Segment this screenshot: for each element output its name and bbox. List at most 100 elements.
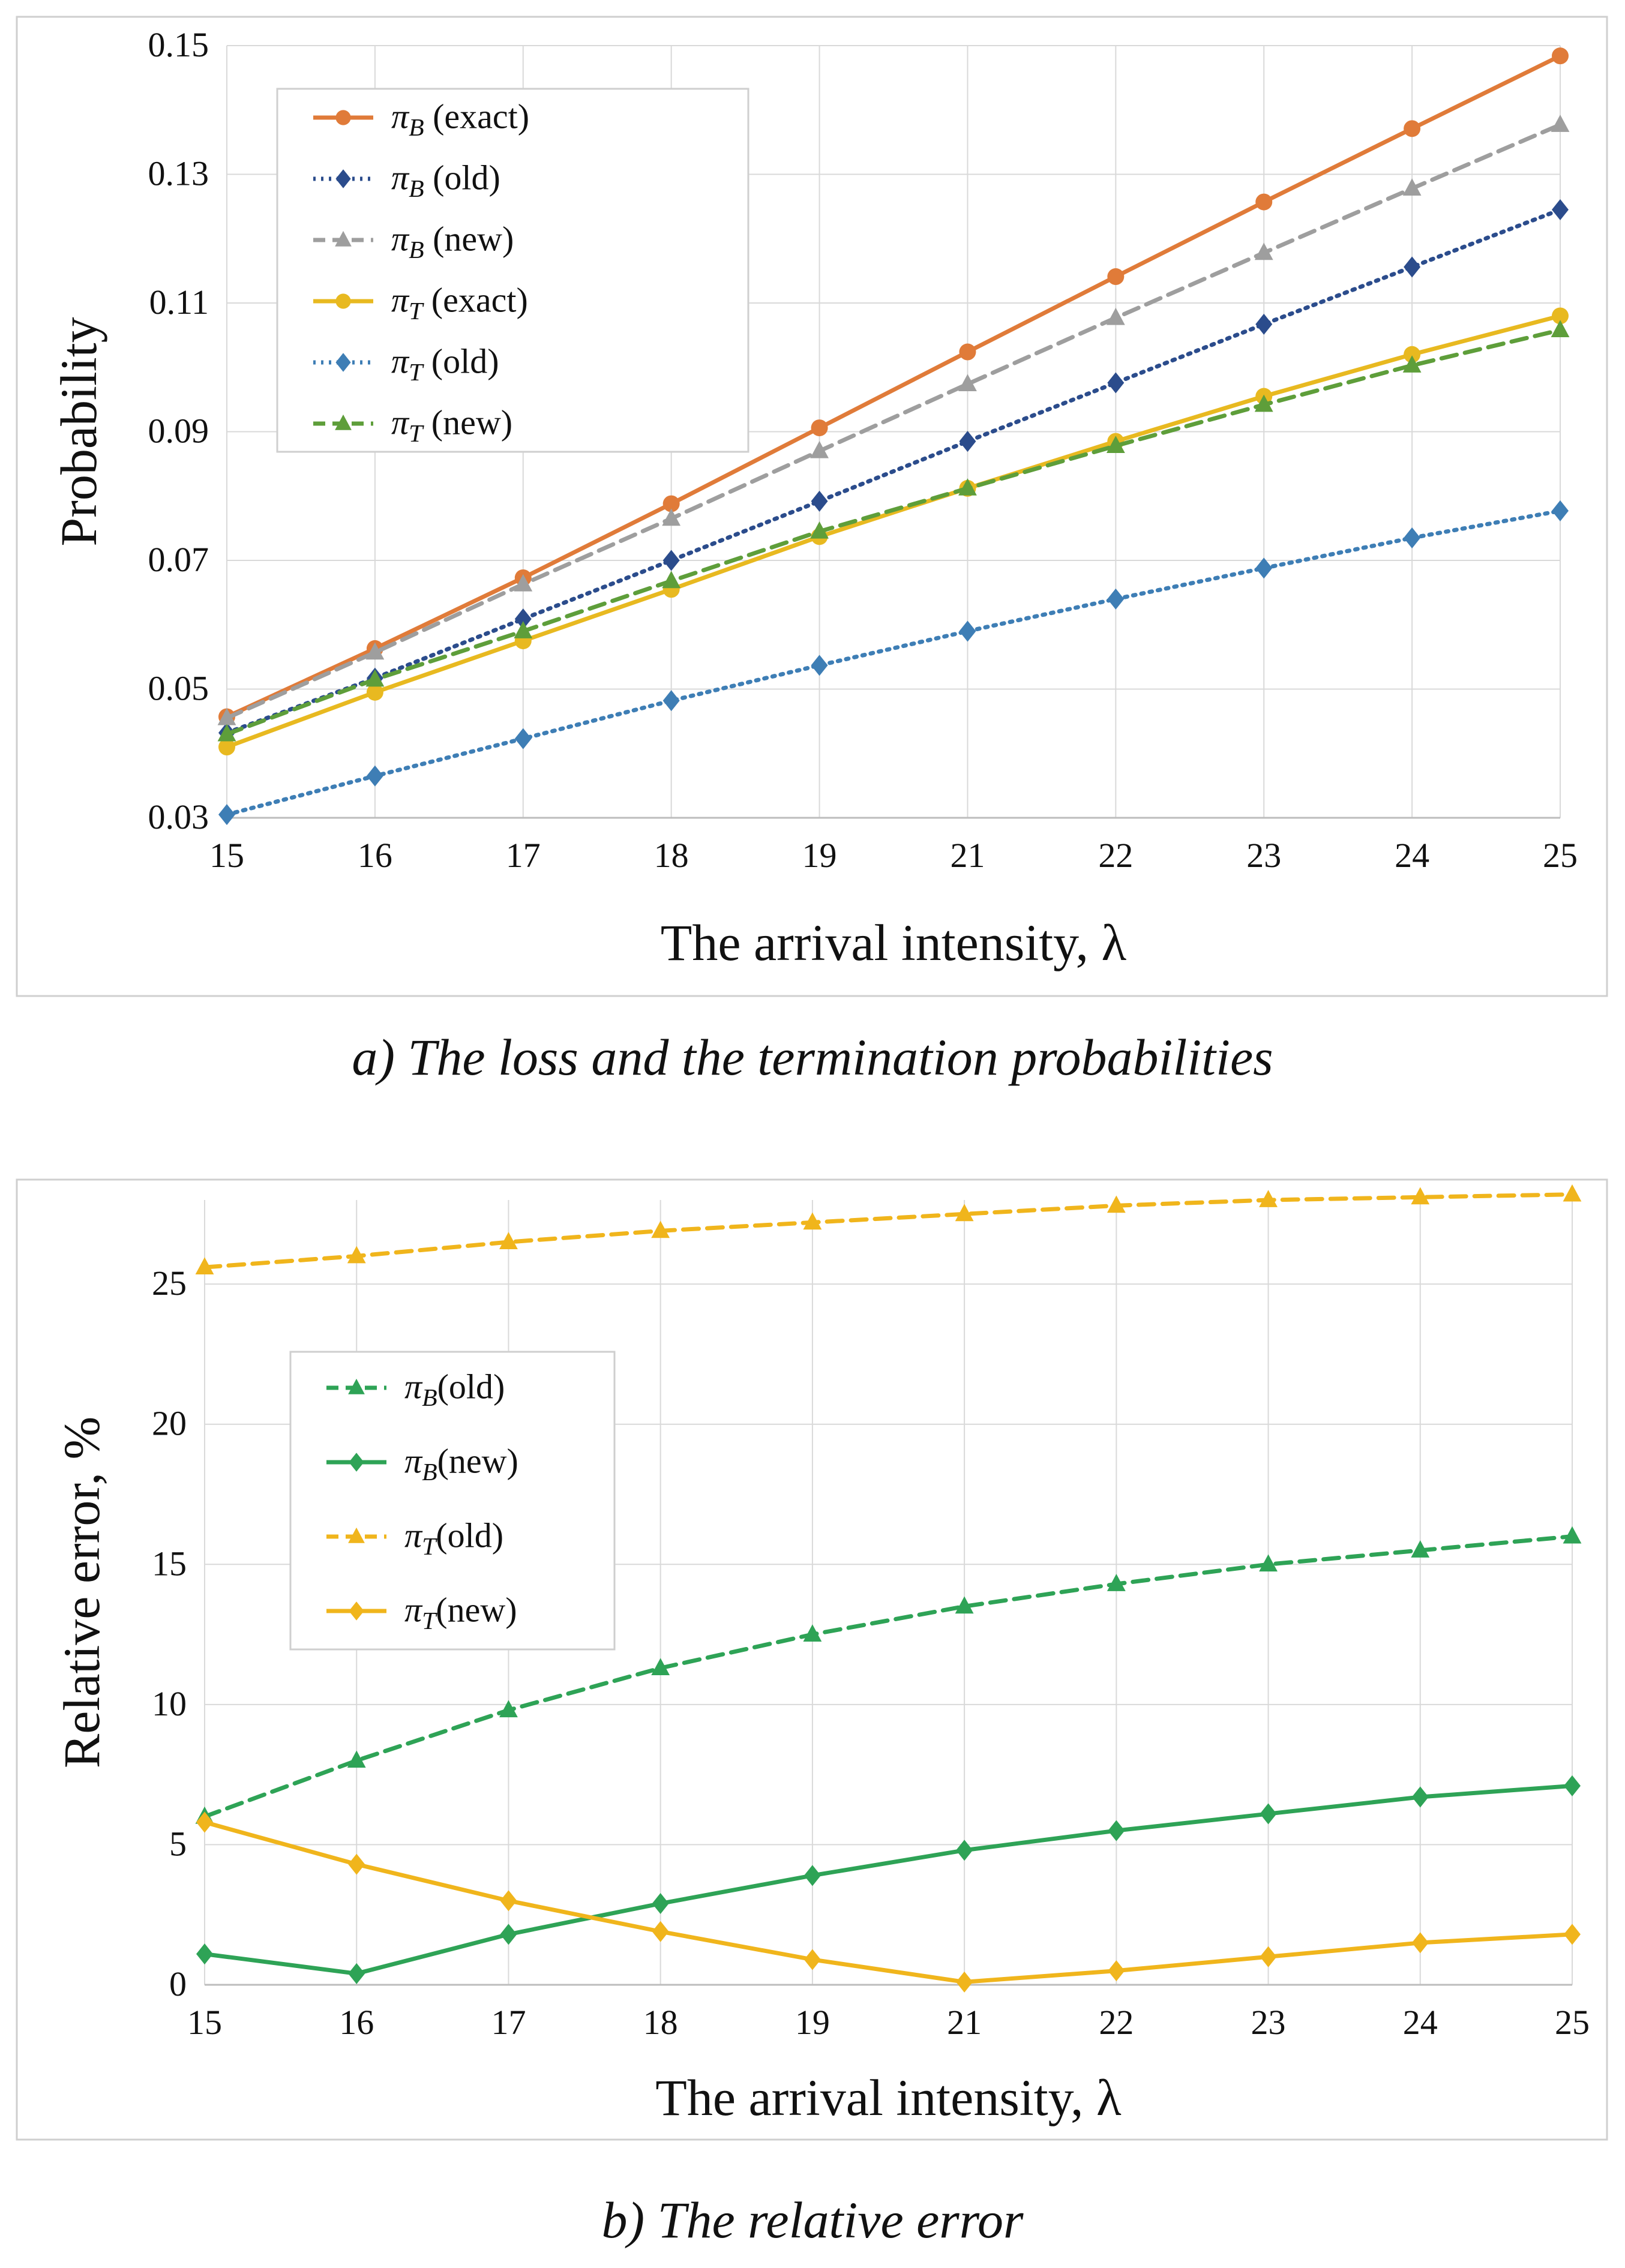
y-tick-label: 10: [152, 1684, 187, 1723]
data-point: [348, 1963, 365, 1984]
legend-swatch-marker: [348, 1378, 365, 1394]
data-point: [1552, 199, 1569, 220]
data-point: [348, 1853, 365, 1875]
y-tick-label: 0.07: [148, 540, 209, 579]
data-point: [956, 1971, 973, 1993]
y-tick-label: 15: [152, 1544, 187, 1583]
data-point: [1404, 120, 1421, 137]
data-point: [1402, 178, 1422, 196]
data-point: [1254, 242, 1273, 260]
x-tick-label: 17: [491, 2003, 526, 2042]
data-point: [958, 374, 977, 392]
series-0: [195, 1526, 1582, 1824]
legend-label: πB (new): [391, 219, 514, 264]
legend-label: πT(new): [404, 1590, 517, 1635]
x-axis-label: The arrival intensity, λ: [661, 914, 1127, 971]
data-point: [1255, 557, 1273, 579]
x-tick-label: 15: [209, 836, 244, 875]
data-point: [1107, 1195, 1126, 1213]
data-point: [1260, 1803, 1277, 1825]
data-point: [514, 621, 533, 638]
data-point: [365, 642, 385, 660]
data-point: [196, 1943, 213, 1965]
series-line: [224, 122, 1563, 721]
data-point: [500, 1890, 517, 1912]
legend-label: πB (old): [391, 158, 500, 203]
data-point: [803, 1212, 822, 1230]
series-5: [217, 320, 1570, 742]
data-point: [218, 804, 235, 826]
y-tick-label: 5: [169, 1824, 187, 1863]
series-3: [196, 1811, 1581, 1993]
data-point: [811, 419, 828, 437]
data-point: [662, 508, 681, 526]
x-tick-label: 18: [643, 2003, 678, 2042]
data-point: [1552, 500, 1569, 521]
x-tick-label: 25: [1543, 836, 1578, 875]
data-point: [1107, 1574, 1126, 1591]
series-line: [202, 1534, 1575, 1819]
x-tick-label: 19: [802, 836, 837, 875]
data-point: [1108, 1820, 1125, 1841]
chart-border: [16, 16, 1608, 997]
legend-label: πB (exact): [391, 97, 529, 142]
data-point: [1255, 313, 1273, 335]
data-point: [811, 655, 828, 676]
y-tick-label: 0.05: [148, 669, 209, 708]
data-point: [1107, 372, 1125, 394]
data-point: [958, 478, 977, 496]
data-point: [955, 1596, 974, 1614]
data-point: [195, 1257, 214, 1275]
data-point: [662, 571, 681, 589]
data-point: [1411, 1540, 1430, 1558]
data-point: [1411, 1786, 1429, 1808]
data-point: [662, 550, 680, 571]
data-point: [1552, 307, 1569, 325]
chart-panel-a: 0.03 0.05 0.07 0.09 0.11 0.13 0.15 15 16 17 18 19 21…: [0, 0, 1625, 1035]
chart-a: 0.03 0.05 0.07 0.09 0.11 0.13 0.15 15 16 17 18 19 21…: [16, 16, 1608, 997]
data-point: [514, 574, 533, 592]
data-point: [956, 1840, 973, 1861]
data-point: [1404, 527, 1421, 548]
y-tick-label: 0.11: [149, 283, 209, 322]
legend-swatch-marker: [335, 293, 351, 309]
data-point: [218, 739, 235, 756]
series-line: [224, 508, 1563, 817]
data-point: [1551, 320, 1570, 337]
data-point: [1404, 346, 1421, 363]
x-tick-label: 24: [1403, 2003, 1438, 2042]
data-point: [803, 1624, 822, 1642]
series-line: [224, 207, 1563, 735]
data-point: [959, 431, 976, 452]
x-tick-label: 15: [187, 2003, 222, 2042]
data-point: [1563, 1184, 1582, 1202]
series-1: [196, 1775, 1581, 1984]
x-tick-label: 16: [358, 836, 392, 875]
data-point: [499, 1700, 518, 1718]
data-point: [366, 765, 383, 787]
data-point: [652, 1893, 669, 1915]
data-point: [1552, 47, 1569, 65]
data-point: [1564, 1924, 1581, 1945]
x-tick-label: 19: [795, 2003, 830, 2042]
chart-b: 0 5 10 15 20 25 15 16 17 18 19 21 22 23 24 25 The arriva…: [16, 1178, 1608, 2141]
data-point: [347, 1246, 366, 1264]
data-point: [1259, 1554, 1278, 1572]
legend-label: πT(old): [404, 1516, 503, 1561]
legend-label: πT (new): [391, 403, 512, 448]
data-point: [810, 521, 829, 539]
series-4: [218, 500, 1569, 826]
data-point: [810, 440, 829, 458]
y-tick-label: 25: [152, 1264, 187, 1303]
x-tick-label: 25: [1555, 2003, 1590, 2042]
data-point: [514, 608, 532, 630]
x-tick-label: 22: [1098, 836, 1133, 875]
data-point: [1107, 268, 1125, 286]
x-tick-label: 21: [950, 836, 985, 875]
data-point: [1564, 1775, 1581, 1796]
data-point: [1402, 355, 1422, 373]
data-point: [217, 707, 236, 725]
data-point: [811, 490, 828, 512]
data-point: [500, 1924, 517, 1945]
legend-label: πB(new): [404, 1441, 518, 1486]
